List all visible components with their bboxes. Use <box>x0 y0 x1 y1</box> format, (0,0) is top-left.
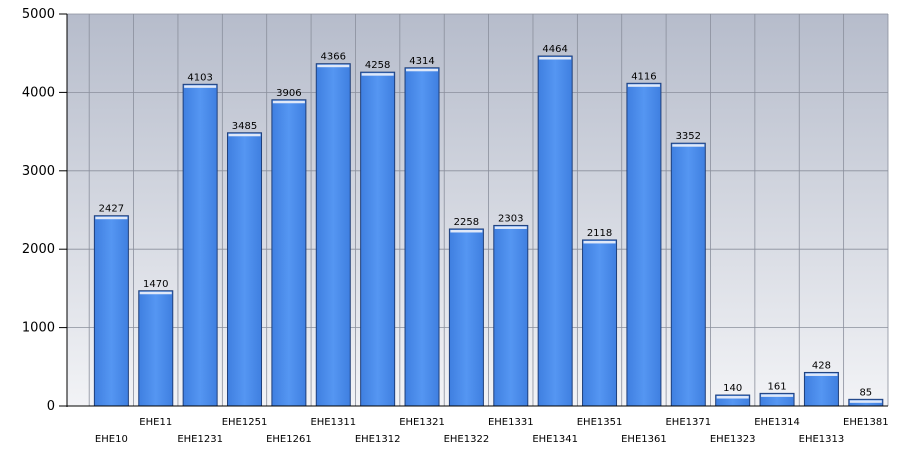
bar <box>138 290 174 407</box>
x-tick-label: EHE1323 <box>710 434 756 445</box>
x-tick-label: EHE1312 <box>355 434 401 445</box>
bar-highlight <box>583 240 616 244</box>
data-label: 1470 <box>143 279 168 290</box>
bar <box>537 55 573 407</box>
bar-highlight <box>228 133 261 137</box>
x-tick-label: EHE1381 <box>843 417 889 428</box>
bar <box>626 82 662 407</box>
data-label: 4116 <box>631 71 656 82</box>
bar-highlight <box>95 216 128 220</box>
bar <box>493 224 529 407</box>
bar <box>582 239 618 407</box>
data-label: 4366 <box>321 52 346 63</box>
y-tick-label: 1000 <box>22 321 55 336</box>
bar-highlight <box>716 396 749 399</box>
bar-highlight <box>450 229 483 233</box>
bar-highlight <box>139 291 172 295</box>
x-tick-label: EHE1261 <box>266 434 312 445</box>
bar <box>404 67 440 407</box>
labels: 0 1000 2000 3000 4000 5000 2427 EHE10 1470 EHE11 4… <box>22 7 889 445</box>
bars <box>93 55 884 407</box>
bar-highlight <box>272 100 305 104</box>
x-tick-label: EHE1314 <box>754 417 800 428</box>
x-tick-label: EHE1371 <box>665 417 711 428</box>
data-label: 2303 <box>498 213 523 224</box>
bar <box>93 215 129 407</box>
data-label: 3906 <box>276 88 301 99</box>
bar-highlight <box>672 144 705 147</box>
data-label: 4258 <box>365 60 390 71</box>
data-label: 140 <box>723 383 742 394</box>
x-tick-label: EHE1361 <box>621 434 667 445</box>
x-tick-label: EHE1311 <box>310 417 356 428</box>
data-label: 4103 <box>187 72 212 83</box>
x-tick-label: EHE1321 <box>399 417 445 428</box>
x-tick-label: EHE1231 <box>177 434 223 445</box>
x-tick-label: EHE1313 <box>799 434 845 445</box>
bar <box>670 142 706 407</box>
data-label: 4314 <box>409 56 434 67</box>
x-tick-label: EHE1251 <box>222 417 268 428</box>
bar-highlight <box>761 394 794 397</box>
bar-highlight <box>627 84 660 87</box>
x-tick-label: EHE11 <box>139 417 172 428</box>
bar-highlight <box>539 57 572 60</box>
bar <box>271 99 307 407</box>
x-tick-label: EHE1351 <box>577 417 623 428</box>
bar <box>448 228 484 407</box>
bar-highlight <box>406 68 439 72</box>
y-tick-label: 0 <box>47 399 55 414</box>
y-tick-label: 3000 <box>22 164 55 179</box>
data-label: 2258 <box>454 217 479 228</box>
bar <box>803 371 839 407</box>
data-label: 161 <box>768 381 787 392</box>
bar <box>315 63 351 407</box>
bar-highlight <box>184 85 217 88</box>
bar-highlight <box>361 73 394 76</box>
data-label: 2118 <box>587 228 612 239</box>
data-label: 3485 <box>232 121 257 132</box>
axes <box>59 13 888 407</box>
data-label: 85 <box>859 387 872 398</box>
x-tick-label: EHE10 <box>95 434 128 445</box>
y-tick-label: 5000 <box>22 7 55 22</box>
y-tick-label: 4000 <box>22 85 55 100</box>
data-label: 2427 <box>99 204 124 215</box>
x-tick-label: EHE1322 <box>444 434 490 445</box>
bar-highlight <box>849 400 882 403</box>
bar-highlight <box>494 226 527 229</box>
bar <box>227 132 263 407</box>
x-tick-label: EHE1341 <box>532 434 578 445</box>
data-label: 3352 <box>676 131 701 142</box>
bar-highlight <box>805 373 838 376</box>
bar <box>182 83 218 407</box>
data-label: 4464 <box>542 44 567 55</box>
x-tick-label: EHE1331 <box>488 417 534 428</box>
y-tick-label: 2000 <box>22 242 55 257</box>
bar <box>360 71 396 407</box>
data-label: 428 <box>812 360 831 371</box>
bar-highlight <box>317 64 350 68</box>
